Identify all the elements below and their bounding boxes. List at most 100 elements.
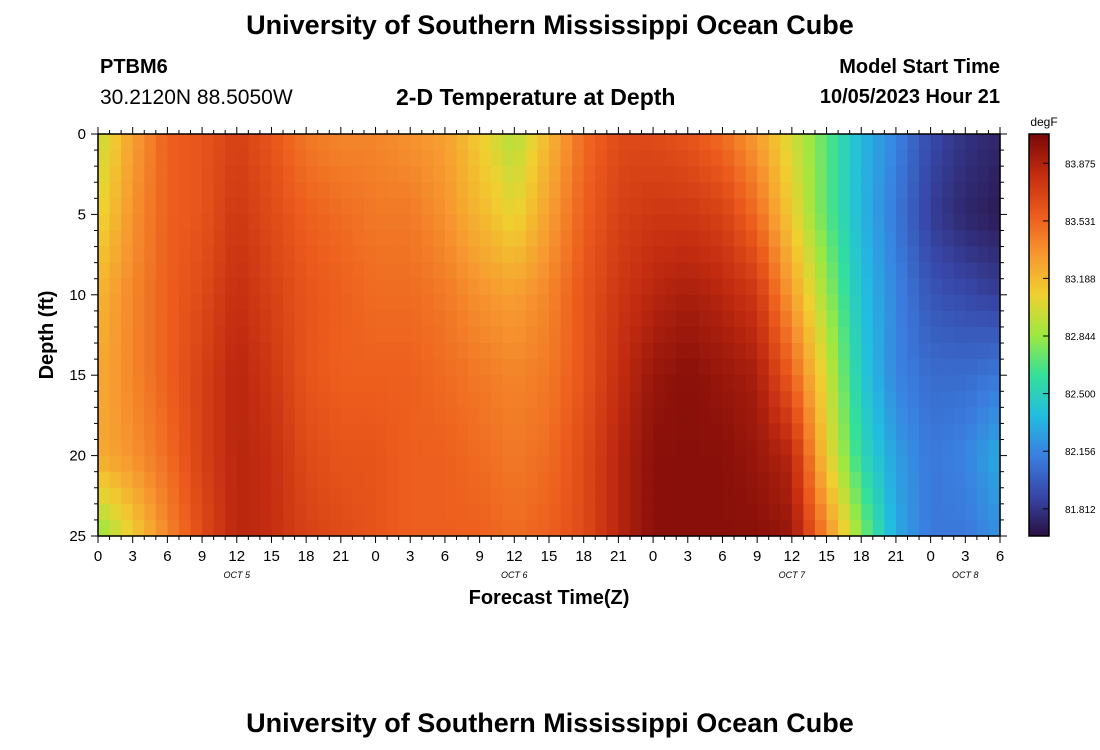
heatmap-cell xyxy=(456,407,469,425)
heatmap-cell xyxy=(757,294,770,312)
heatmap-cell xyxy=(271,423,284,441)
heatmap-cell xyxy=(560,471,573,489)
heatmap-cell xyxy=(132,375,145,392)
heatmap-cell xyxy=(248,439,261,457)
heatmap-cell xyxy=(502,326,515,344)
heatmap-cell xyxy=(421,150,434,167)
heatmap-cell xyxy=(363,262,377,280)
heatmap-cell xyxy=(202,262,215,280)
heatmap-cell xyxy=(942,503,955,521)
heatmap-cell xyxy=(410,455,423,473)
heatmap-cell xyxy=(687,407,700,425)
heatmap-cell xyxy=(791,278,805,296)
heatmap-cell xyxy=(259,359,273,376)
heatmap-cell xyxy=(537,182,550,199)
heatmap-cell xyxy=(248,246,261,264)
heatmap-cell xyxy=(722,375,735,392)
heatmap-cell xyxy=(757,391,770,408)
heatmap-cell xyxy=(525,278,539,296)
heatmap-cell xyxy=(653,134,666,151)
heatmap-cell xyxy=(618,359,631,376)
heatmap-cell xyxy=(213,455,226,473)
heatmap-cell xyxy=(283,423,296,441)
heatmap-cell xyxy=(930,326,943,344)
heatmap-cell xyxy=(502,166,515,183)
heatmap-cell xyxy=(109,391,122,408)
heatmap-cell xyxy=(352,407,365,425)
heatmap-cell xyxy=(884,439,897,457)
heatmap-cell xyxy=(178,278,192,296)
heatmap-cell xyxy=(953,198,966,215)
heatmap-cell xyxy=(861,423,874,441)
heatmap-cell xyxy=(213,407,226,425)
heatmap-cell xyxy=(352,166,365,183)
heatmap-cell xyxy=(549,198,562,215)
heatmap-cell xyxy=(872,198,885,215)
heatmap-cell xyxy=(629,134,643,151)
heatmap-cell xyxy=(98,375,111,392)
heatmap-cell xyxy=(294,359,307,376)
heatmap-cell xyxy=(676,407,689,425)
heatmap-cell xyxy=(595,294,608,312)
heatmap-cell xyxy=(780,166,793,183)
heatmap-cell xyxy=(710,134,724,151)
heatmap-cell xyxy=(121,519,134,537)
heatmap-cell xyxy=(606,310,619,328)
heatmap-cell xyxy=(583,166,596,183)
heatmap-cell xyxy=(884,166,897,183)
heatmap-cell xyxy=(190,359,203,376)
heatmap-cell xyxy=(618,343,631,360)
heatmap-cell xyxy=(271,214,284,232)
heatmap-cell xyxy=(710,262,724,280)
heatmap-cell xyxy=(144,214,157,232)
heatmap-cell xyxy=(884,198,897,215)
heatmap-cell xyxy=(560,214,573,232)
colorbar-tick-label: 83.188 xyxy=(1065,274,1096,285)
heatmap-cell xyxy=(976,310,990,328)
heatmap-cell xyxy=(167,455,180,473)
heatmap-cell xyxy=(259,214,273,232)
heatmap-cell xyxy=(236,262,249,280)
heatmap-cell xyxy=(872,407,885,425)
heatmap-cell xyxy=(849,407,862,425)
x-tick-label: 12 xyxy=(784,548,801,565)
heatmap-cell xyxy=(236,391,249,408)
heatmap-cell xyxy=(202,230,215,248)
heatmap-cell xyxy=(306,326,319,344)
heatmap-cell xyxy=(942,439,955,457)
heatmap-cell xyxy=(710,343,724,360)
heatmap-cell xyxy=(560,439,573,457)
heatmap-cell xyxy=(791,214,805,232)
heatmap-cell xyxy=(976,214,990,232)
heatmap-cell xyxy=(317,278,330,296)
heatmap-cell xyxy=(259,294,273,312)
heatmap-cell xyxy=(884,407,897,425)
heatmap-cell xyxy=(202,214,215,232)
colorbar-tick-label: 82.156 xyxy=(1065,447,1096,458)
heatmap-cell xyxy=(271,310,284,328)
heatmap-cell xyxy=(687,198,700,215)
heatmap-cell xyxy=(456,230,469,248)
heatmap-cell xyxy=(213,375,226,392)
heatmap-cell xyxy=(768,375,781,392)
heatmap-cell xyxy=(109,503,122,521)
heatmap-cell xyxy=(560,359,573,376)
heatmap-cell xyxy=(271,407,284,425)
heatmap-cell xyxy=(895,439,909,457)
heatmap-cell xyxy=(572,439,585,457)
heatmap-cell xyxy=(283,503,296,521)
heatmap-cell xyxy=(768,407,781,425)
heatmap-cell xyxy=(398,262,411,280)
heatmap-cell xyxy=(387,262,400,280)
heatmap-cell xyxy=(387,503,400,521)
heatmap-cell xyxy=(676,519,689,537)
heatmap-cell xyxy=(653,391,666,408)
heatmap-cell xyxy=(699,407,712,425)
heatmap-cell xyxy=(132,294,145,312)
heatmap-cell xyxy=(155,230,168,248)
heatmap-cell xyxy=(456,310,469,328)
heatmap-cell xyxy=(398,150,411,167)
heatmap-cell xyxy=(734,359,747,376)
heatmap-cell xyxy=(826,230,839,248)
heatmap-cell xyxy=(236,214,249,232)
